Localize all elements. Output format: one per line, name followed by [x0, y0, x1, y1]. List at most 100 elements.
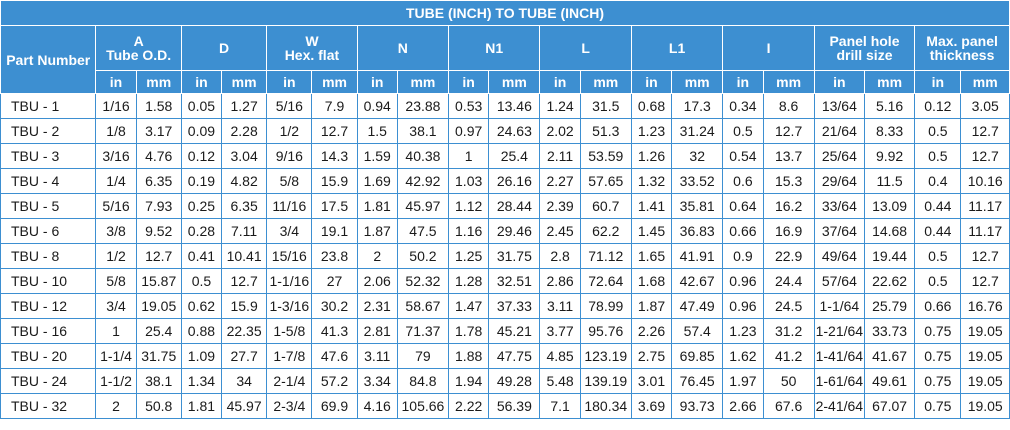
table-cell: 11.17 — [960, 218, 1010, 244]
unit-header: in — [356, 70, 398, 94]
unit-header: in — [266, 70, 313, 94]
table-cell: 0.88 — [180, 318, 223, 344]
column-group-name: L1 — [668, 40, 686, 56]
table-cell: 1/16 — [95, 93, 137, 119]
table-cell: 1.68 — [630, 268, 673, 294]
table-cell: 2.02 — [539, 118, 581, 144]
table-cell: 21/64 — [813, 118, 865, 144]
table-cell: 22.9 — [762, 243, 815, 269]
table-row: TBU - 24 1-1/2 38.1 1.34 34 2-1/4 57.2 3.34 84.8… — [0, 368, 1010, 394]
table-cell: 47.49 — [671, 293, 724, 319]
table-cell: 1-1/16 — [266, 268, 313, 294]
table-cell: 95.76 — [579, 318, 632, 344]
table-cell: 57.4 — [671, 318, 724, 344]
table-cell: 1.16 — [448, 218, 490, 244]
table-cell: 19.05 — [960, 393, 1010, 419]
table-cell: 23.8 — [311, 243, 358, 269]
table-cell: 0.5 — [914, 143, 962, 169]
part-number-cell: TBU - 10 — [0, 268, 97, 294]
table-cell: 0.53 — [448, 93, 490, 119]
table-cell: 14.3 — [311, 143, 358, 169]
table-cell: 15.87 — [135, 268, 182, 294]
table-cell: 33.73 — [863, 318, 916, 344]
table-row: TBU - 20 1-1/4 31.75 1.09 27.7 1-7/8 47.6 3.11 7… — [0, 343, 1010, 369]
table-cell: 1.34 — [180, 368, 223, 394]
unit-header: mm — [960, 70, 1010, 94]
table-cell: 41.2 — [762, 343, 815, 369]
table-cell: 1-61/64 — [813, 368, 865, 394]
part-number-cell: TBU - 24 — [0, 368, 97, 394]
table-cell: 38.1 — [396, 118, 450, 144]
table-cell: 0.62 — [180, 293, 223, 319]
table-cell: 69.9 — [311, 393, 358, 419]
table-cell: 1.65 — [630, 243, 673, 269]
table-cell: 32 — [671, 143, 724, 169]
table-cell: 1 — [448, 143, 490, 169]
table-cell: 1 — [95, 318, 137, 344]
table-cell: 58.67 — [396, 293, 450, 319]
table-cell: 67.6 — [762, 393, 815, 419]
table-cell: 24.63 — [488, 118, 541, 144]
part-number-header: Part Number — [0, 25, 97, 94]
table-cell: 3/16 — [95, 143, 137, 169]
table-cell: 4.76 — [135, 143, 182, 169]
table-cell: 40.38 — [396, 143, 450, 169]
table-row: TBU - 3 3/16 4.76 0.12 3.04 9/16 14.3 1.59 40.38… — [0, 143, 1010, 169]
table-cell: 19.44 — [863, 243, 916, 269]
table-row: TBU - 10 5/8 15.87 0.5 12.7 1-1/16 27 2.06 52.32… — [0, 268, 1010, 294]
table-cell: 16.76 — [960, 293, 1010, 319]
table-cell: 15.9 — [311, 168, 358, 194]
table-cell: 1.24 — [539, 93, 581, 119]
table-cell: 8.33 — [863, 118, 916, 144]
table-cell: 3/4 — [266, 218, 313, 244]
table-cell: 0.75 — [914, 318, 962, 344]
table-cell: 32.51 — [488, 268, 541, 294]
table-cell: 11.5 — [863, 168, 916, 194]
table-cell: 41.67 — [863, 343, 916, 369]
table-cell: 6.35 — [135, 168, 182, 194]
unit-header: mm — [579, 70, 632, 94]
table-cell: 6.35 — [221, 193, 268, 219]
table-cell: 12.7 — [311, 118, 358, 144]
part-number-cell: TBU - 6 — [0, 218, 97, 244]
table-cell: 2-1/4 — [266, 368, 313, 394]
table-cell: 71.37 — [396, 318, 450, 344]
table-cell: 1.03 — [448, 168, 490, 194]
column-group-header: Panel hole drill size — [813, 25, 916, 71]
table-cell: 14.68 — [863, 218, 916, 244]
table-cell: 13.46 — [488, 93, 541, 119]
table-cell: 42.67 — [671, 268, 724, 294]
table-cell: 2.11 — [539, 143, 581, 169]
column-group-header: A Tube O.D. — [95, 25, 182, 71]
table-cell: 3.77 — [539, 318, 581, 344]
table-cell: 2.26 — [630, 318, 673, 344]
table-cell: 1.97 — [722, 368, 764, 394]
table-cell: 50 — [762, 368, 815, 394]
table-header: TUBE (INCH) TO TUBE (INCH) Part Number A… — [0, 0, 1010, 94]
table-cell: 0.96 — [722, 268, 764, 294]
table-cell: 29.46 — [488, 218, 541, 244]
table-cell: 3.04 — [221, 143, 268, 169]
table-cell: 180.34 — [579, 393, 632, 419]
column-group-header: N1 — [448, 25, 541, 71]
table-cell: 3.34 — [356, 368, 398, 394]
table-cell: 7.9 — [311, 93, 358, 119]
unit-header: mm — [863, 70, 916, 94]
unit-header: mm — [488, 70, 541, 94]
column-group-subtitle: Hex. flat — [284, 47, 340, 63]
table-cell: 38.1 — [135, 368, 182, 394]
table-cell: 1.25 — [448, 243, 490, 269]
table-cell: 1/4 — [95, 168, 137, 194]
table-cell: 0.12 — [914, 93, 962, 119]
unit-header: in — [180, 70, 223, 94]
table-cell: 12.7 — [960, 143, 1010, 169]
table-cell: 0.94 — [356, 93, 398, 119]
column-group-header: Max. panel thickness — [914, 25, 1010, 71]
table-row: TBU - 16 1 25.4 0.88 22.35 1-5/8 41.3 2.81 71.37… — [0, 318, 1010, 344]
table-cell: 0.54 — [722, 143, 764, 169]
table-cell: 9.52 — [135, 218, 182, 244]
table-cell: 49.28 — [488, 368, 541, 394]
table-cell: 67.07 — [863, 393, 916, 419]
table-cell: 1.32 — [630, 168, 673, 194]
table-cell: 31.75 — [135, 343, 182, 369]
